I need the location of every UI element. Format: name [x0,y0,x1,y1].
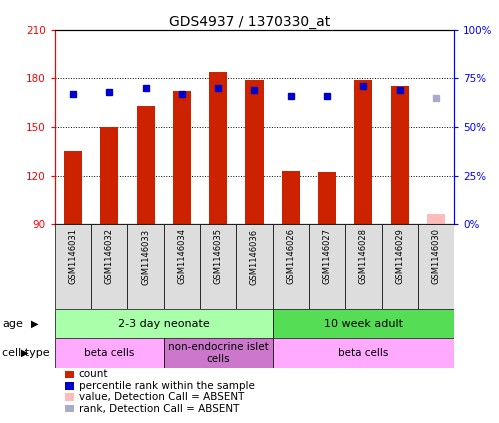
Text: value, Detection Call = ABSENT: value, Detection Call = ABSENT [79,392,244,402]
Bar [137,106,155,224]
Bar [91,224,127,309]
Bar [272,224,309,309]
Text: ▶: ▶ [31,319,38,329]
Text: GSM1146029: GSM1146029 [395,228,404,284]
Bar [418,224,454,309]
Text: GSM1146028: GSM1146028 [359,228,368,284]
Bar [55,224,91,309]
Bar [55,309,272,338]
Text: count: count [79,369,108,379]
Text: age: age [2,319,23,329]
Bar [391,86,409,224]
Text: beta cells: beta cells [84,348,135,358]
Text: non-endocrine islet
cells: non-endocrine islet cells [168,342,268,364]
Bar [345,224,382,309]
Text: GSM1146035: GSM1146035 [214,228,223,284]
Bar [237,224,272,309]
Text: cell type: cell type [2,348,50,358]
Text: GSM1146033: GSM1146033 [141,228,150,285]
Bar [164,224,200,309]
Bar [200,224,237,309]
Text: GSM1146036: GSM1146036 [250,228,259,285]
Text: beta cells: beta cells [338,348,389,358]
Text: GSM1146032: GSM1146032 [105,228,114,284]
Bar [354,80,372,224]
Bar [164,338,272,368]
Text: 10 week adult: 10 week adult [324,319,403,329]
Text: GDS4937 / 1370330_at: GDS4937 / 1370330_at [169,15,330,29]
Bar [64,151,82,224]
Bar [282,171,300,224]
Text: GSM1146030: GSM1146030 [432,228,441,284]
Bar [272,338,454,368]
Text: GSM1146031: GSM1146031 [68,228,77,284]
Bar [246,80,263,224]
Bar [173,91,191,224]
Bar [382,224,418,309]
Bar [100,127,118,224]
Text: GSM1146034: GSM1146034 [178,228,187,284]
Text: 2-3 day neonate: 2-3 day neonate [118,319,210,329]
Bar [55,338,164,368]
Bar [272,309,454,338]
Bar [427,214,445,224]
Text: GSM1146027: GSM1146027 [322,228,331,284]
Bar [309,224,345,309]
Text: percentile rank within the sample: percentile rank within the sample [79,381,254,391]
Text: ▶: ▶ [21,348,29,358]
Bar [318,172,336,224]
Text: rank, Detection Call = ABSENT: rank, Detection Call = ABSENT [79,404,239,414]
Bar [209,72,227,224]
Text: GSM1146026: GSM1146026 [286,228,295,284]
Bar [127,224,164,309]
